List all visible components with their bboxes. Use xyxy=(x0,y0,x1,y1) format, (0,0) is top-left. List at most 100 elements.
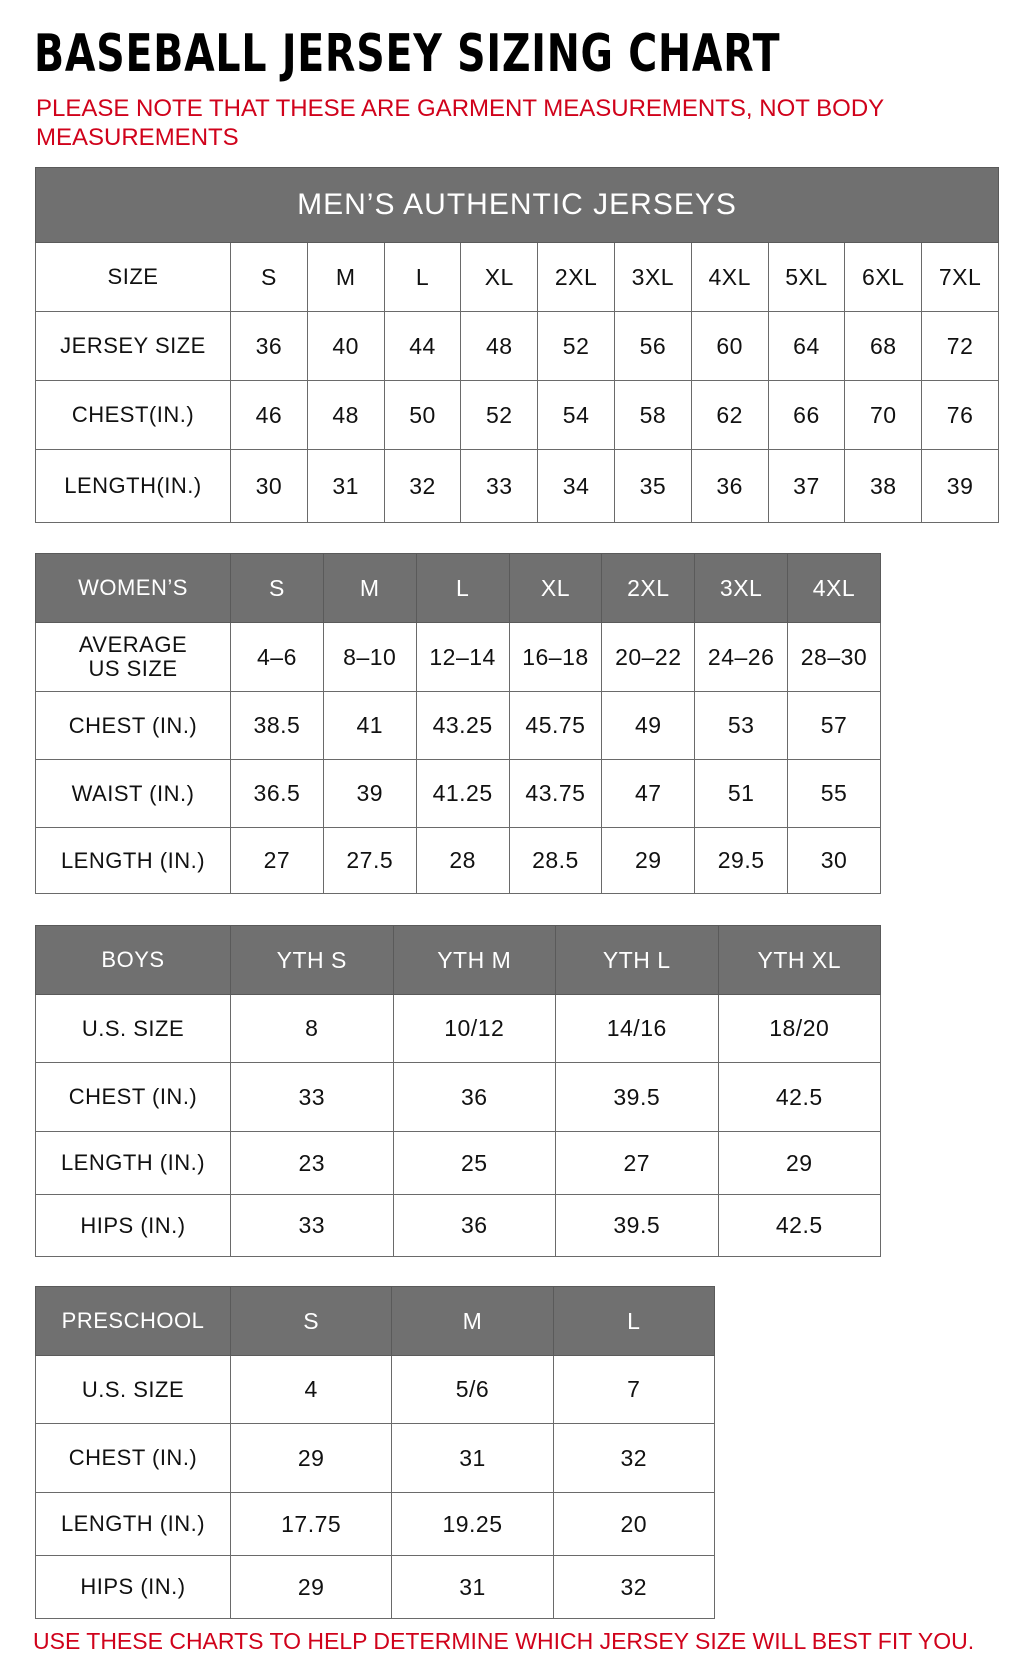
table-cell: 27 xyxy=(555,1131,719,1195)
table-cell: 43.75 xyxy=(508,759,603,828)
table-cell: 42.5 xyxy=(717,1194,881,1257)
table-row: LENGTH (IN.) 23 25 27 29 xyxy=(35,1131,881,1195)
table-caption-row: MEN’S AUTHENTIC JERSEYS xyxy=(34,167,1000,243)
table-cell: 39.5 xyxy=(555,1194,719,1257)
table-cell: 36 xyxy=(392,1194,556,1257)
table-cell: 39.5 xyxy=(555,1062,719,1132)
size-column-header: 2XL xyxy=(601,553,696,623)
table-header-label: PRESCHOOL xyxy=(35,1286,231,1356)
table-cell: 29.5 xyxy=(694,827,789,894)
table-row: U.S. SIZE 8 10/12 14/16 18/20 xyxy=(35,994,881,1063)
size-column-header: L xyxy=(383,242,462,312)
size-column-header: M xyxy=(322,553,417,623)
womens-size-table: WOMEN’S S M L XL 2XL 3XL 4XL AVERAGE US SIZE 4–6 8… xyxy=(35,553,881,894)
size-column-header: L xyxy=(415,553,510,623)
table-row: CHEST (IN.) 38.5 41 43.25 45.75 49 53 57 xyxy=(35,691,881,760)
table-cell: 29 xyxy=(601,827,696,894)
page-title: BASEBALL JERSEY SIZING CHART xyxy=(34,24,781,84)
table-cell: 32 xyxy=(552,1423,715,1493)
table-cell: 31 xyxy=(306,449,385,523)
table-row: U.S. SIZE 4 5/6 7 xyxy=(35,1355,715,1424)
size-column-header: 4XL xyxy=(690,242,769,312)
table-cell: 68 xyxy=(844,311,923,381)
table-cell: 27 xyxy=(230,827,324,894)
table-cell: 29 xyxy=(717,1131,881,1195)
row-label: CHEST(IN.) xyxy=(35,380,231,450)
table-cell: 28 xyxy=(415,827,510,894)
table-cell: 38.5 xyxy=(230,691,324,760)
table-row: AVERAGE US SIZE 4–6 8–10 12–14 16–18 20–22 24–… xyxy=(35,622,881,692)
table-cell: 64 xyxy=(767,311,846,381)
table-cell: 33 xyxy=(230,1062,394,1132)
table-cell: 29 xyxy=(229,1423,393,1493)
size-column-header: S xyxy=(230,553,324,623)
table-cell: 16–18 xyxy=(508,622,603,692)
table-row: LENGTH (IN.) 27 27.5 28 28.5 29 29.5 30 xyxy=(35,827,881,894)
table-cell: 34 xyxy=(537,449,615,523)
table-cell: 70 xyxy=(844,380,923,450)
table-cell: 5/6 xyxy=(391,1355,554,1424)
table-cell: 28–30 xyxy=(787,622,881,692)
table-cell: 17.75 xyxy=(229,1492,393,1556)
size-column-header: YTH S xyxy=(230,925,394,995)
table-cell: 23 xyxy=(230,1131,394,1195)
size-column-header: XL xyxy=(460,242,539,312)
row-label: LENGTH (IN.) xyxy=(35,1492,231,1556)
row-label: CHEST (IN.) xyxy=(35,691,231,760)
table-cell: 8 xyxy=(230,994,394,1063)
table-row: HIPS (IN.) 33 36 39.5 42.5 xyxy=(35,1194,881,1257)
table-cell: 7 xyxy=(552,1355,715,1424)
table-cell: 4 xyxy=(229,1355,393,1424)
table-cell: 66 xyxy=(767,380,846,450)
size-column-header: L xyxy=(552,1286,715,1356)
table-row: CHEST (IN.) 29 31 32 xyxy=(35,1423,715,1493)
table-cell: 46 xyxy=(230,380,308,450)
size-column-header: M xyxy=(306,242,385,312)
table-cell: 48 xyxy=(460,311,539,381)
table-header-row: PRESCHOOL S M L xyxy=(35,1286,715,1356)
table-cell: 53 xyxy=(694,691,789,760)
size-column-header: YTH M xyxy=(392,925,556,995)
row-label: U.S. SIZE xyxy=(35,1355,231,1424)
row-label: U.S. SIZE xyxy=(35,994,231,1063)
table-cell: 30 xyxy=(230,449,308,523)
size-column-header: 4XL xyxy=(787,553,881,623)
size-column-header: M xyxy=(391,1286,554,1356)
table-cell: 62 xyxy=(690,380,769,450)
table-row: HIPS (IN.) 29 31 32 xyxy=(35,1555,715,1619)
table-header-label: SIZE xyxy=(35,242,231,312)
row-label: WAIST (IN.) xyxy=(35,759,231,828)
size-column-header: 2XL xyxy=(537,242,615,312)
row-label: AVERAGE US SIZE xyxy=(35,622,231,692)
table-cell: 29 xyxy=(229,1555,393,1619)
size-column-header: S xyxy=(230,242,308,312)
row-label: LENGTH (IN.) xyxy=(35,1131,231,1195)
table-cell: 25 xyxy=(392,1131,556,1195)
size-column-header: 3XL xyxy=(613,242,692,312)
garment-measurement-note: PLEASE NOTE THAT THESE ARE GARMENT MEASU… xyxy=(36,95,884,151)
table-cell: 33 xyxy=(230,1194,394,1257)
mens-size-table: MEN’S AUTHENTIC JERSEYS SIZE S M L XL 2XL 3XL 4X… xyxy=(34,167,1000,523)
table-cell: 28.5 xyxy=(508,827,603,894)
boys-size-table: BOYS YTH S YTH M YTH L YTH XL U.S. SIZE 8 10/12… xyxy=(35,925,881,1257)
size-column-header: 6XL xyxy=(844,242,923,312)
table-cell: 33 xyxy=(460,449,539,523)
table-cell: 20 xyxy=(552,1492,715,1556)
table-cell: 12–14 xyxy=(415,622,510,692)
table-cell: 39 xyxy=(322,759,417,828)
table-cell: 18/20 xyxy=(717,994,881,1063)
table-cell: 52 xyxy=(537,311,615,381)
table-cell: 55 xyxy=(787,759,881,828)
row-label: LENGTH(IN.) xyxy=(35,449,231,523)
table-row: CHEST(IN.) 46 48 50 52 54 58 62 66 70 76 xyxy=(35,380,1000,450)
size-column-header: S xyxy=(229,1286,393,1356)
row-label: CHEST (IN.) xyxy=(35,1423,231,1493)
table-cell: 35 xyxy=(613,449,692,523)
table-cell: 41.25 xyxy=(415,759,510,828)
table-cell: 48 xyxy=(306,380,385,450)
table-cell: 36 xyxy=(690,449,769,523)
table-row: LENGTH (IN.) 17.75 19.25 20 xyxy=(35,1492,715,1556)
table-cell: 24–26 xyxy=(694,622,789,692)
table-cell: 39 xyxy=(921,449,1000,523)
table-header-row: BOYS YTH S YTH M YTH L YTH XL xyxy=(35,925,881,995)
